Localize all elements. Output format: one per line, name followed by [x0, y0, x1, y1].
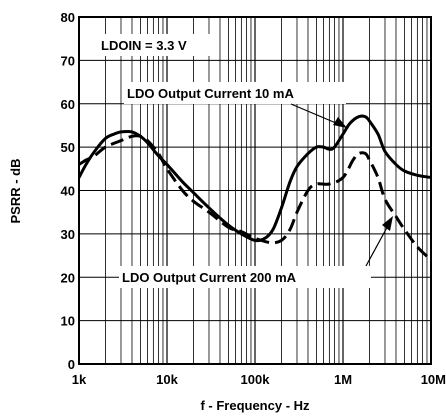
- leader-200ma: [365, 221, 391, 267]
- x-tick-label: 100k: [241, 372, 271, 387]
- y-tick-label: 30: [61, 227, 75, 242]
- x-tick-label: 1k: [72, 372, 87, 387]
- grid: [79, 17, 431, 364]
- data-series: [79, 114, 431, 261]
- condition-label-bg: [97, 34, 212, 56]
- tick-labels: 0 10 20 30 40 50 60 70 80 1k 10k 100k 1M 10M: [61, 10, 446, 387]
- y-tick-label: 0: [68, 357, 75, 372]
- y-tick-label: 60: [61, 97, 75, 112]
- x-tick-label: 1M: [334, 372, 352, 387]
- annotations: LDOIN = 3.3 V LDO Output Current 10 mA L…: [97, 34, 393, 288]
- x-tick-label: 10M: [421, 372, 446, 387]
- series-line-10ma: [79, 114, 431, 243]
- leader-10ma: [290, 103, 344, 127]
- series-line-200ma: [79, 134, 431, 261]
- label-10ma-bg: [124, 82, 346, 104]
- label-200ma-bg: [119, 266, 371, 288]
- y-tick-label: 20: [61, 270, 75, 285]
- y-tick-label: 70: [61, 53, 75, 68]
- label-10ma: LDO Output Current 10 mA: [127, 86, 294, 101]
- x-axis-title: f - Frequency - Hz: [200, 398, 310, 413]
- arrow-10ma: [333, 117, 347, 128]
- y-tick-label: 80: [61, 10, 75, 25]
- y-tick-label: 50: [61, 140, 75, 155]
- arrow-200ma: [382, 216, 393, 231]
- x-tick-label: 10k: [156, 372, 178, 387]
- label-200ma: LDO Output Current 200 mA: [122, 270, 297, 285]
- y-tick-label: 40: [61, 184, 75, 199]
- plot-frame: [78, 16, 432, 365]
- y-tick-label: 10: [61, 314, 75, 329]
- y-axis-title: PSRR - dB: [8, 159, 23, 224]
- condition-label: LDOIN = 3.3 V: [101, 38, 187, 53]
